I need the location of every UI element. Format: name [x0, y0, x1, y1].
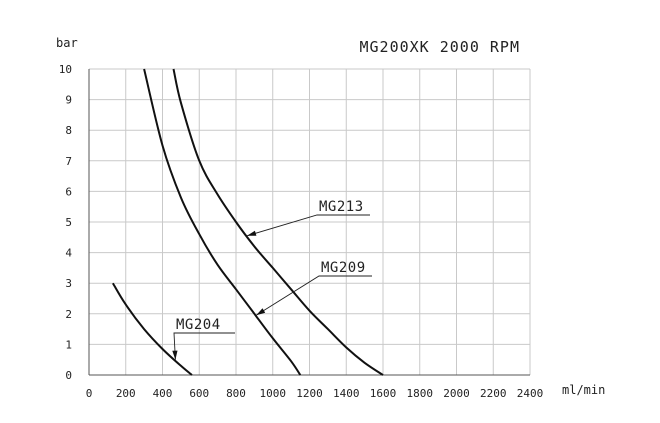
leader-arrowhead: [172, 350, 178, 360]
x-tick-label: 1000: [260, 387, 287, 400]
x-tick-label: 1200: [296, 387, 323, 400]
leader-arrowhead: [247, 230, 257, 236]
y-tick-label: 0: [65, 369, 72, 382]
y-tick-label: 3: [65, 277, 72, 290]
x-tick-label: 1800: [407, 387, 434, 400]
series-line-mg213: [172, 68, 384, 376]
y-tick-label: 2: [65, 308, 72, 321]
x-tick-label: 2400: [517, 387, 544, 400]
leader-line: [255, 275, 372, 316]
y-tick-label: 6: [65, 185, 72, 198]
series-label-group-mg213: MG213: [246, 199, 370, 237]
y-tick-label: 7: [65, 155, 72, 168]
x-tick-label: 0: [86, 387, 93, 400]
y-tick-label: 4: [65, 247, 72, 260]
y-tick-label: 8: [65, 124, 72, 137]
y-tick-label: 10: [59, 63, 72, 76]
x-tick-label: 1600: [370, 387, 397, 400]
x-tick-label: 400: [153, 387, 173, 400]
series-label-mg204: MG204: [176, 317, 221, 333]
series-curves: [112, 68, 384, 376]
x-tick-label: 1400: [333, 387, 360, 400]
x-tick-label: 600: [189, 387, 209, 400]
x-axis-unit: ml/min: [562, 383, 605, 397]
x-tick-label: 2000: [443, 387, 470, 400]
series-labels: MG204 MG209 MG213: [172, 199, 372, 360]
x-tick-label: 2200: [480, 387, 507, 400]
x-axis-ticks: 0 200 400 600 800 1000 1200 1400 1600 1800 2000 220…: [86, 387, 544, 400]
y-tick-label: 5: [65, 216, 72, 229]
y-axis-unit: bar: [56, 36, 78, 50]
series-line-mg204: [112, 282, 193, 376]
axes: [88, 69, 530, 376]
leader-line: [173, 332, 235, 360]
series-line-mg209: [143, 68, 302, 376]
series-label-group-mg209: MG209: [255, 260, 372, 316]
series-label-mg209: MG209: [321, 260, 366, 276]
x-tick-label: 800: [226, 387, 246, 400]
x-tick-label: 200: [116, 387, 136, 400]
y-axis-ticks: 0 1 2 3 4 5 6 7 8 9 10: [59, 63, 73, 382]
series-label-group-mg204: MG204: [172, 317, 235, 360]
chart-title: MG200XK 2000 RPM: [360, 38, 521, 56]
leader-line: [246, 214, 370, 237]
series-label-mg213: MG213: [319, 199, 364, 215]
y-tick-label: 1: [65, 338, 72, 351]
leader-arrowhead: [256, 308, 266, 316]
y-tick-label: 9: [65, 94, 72, 107]
